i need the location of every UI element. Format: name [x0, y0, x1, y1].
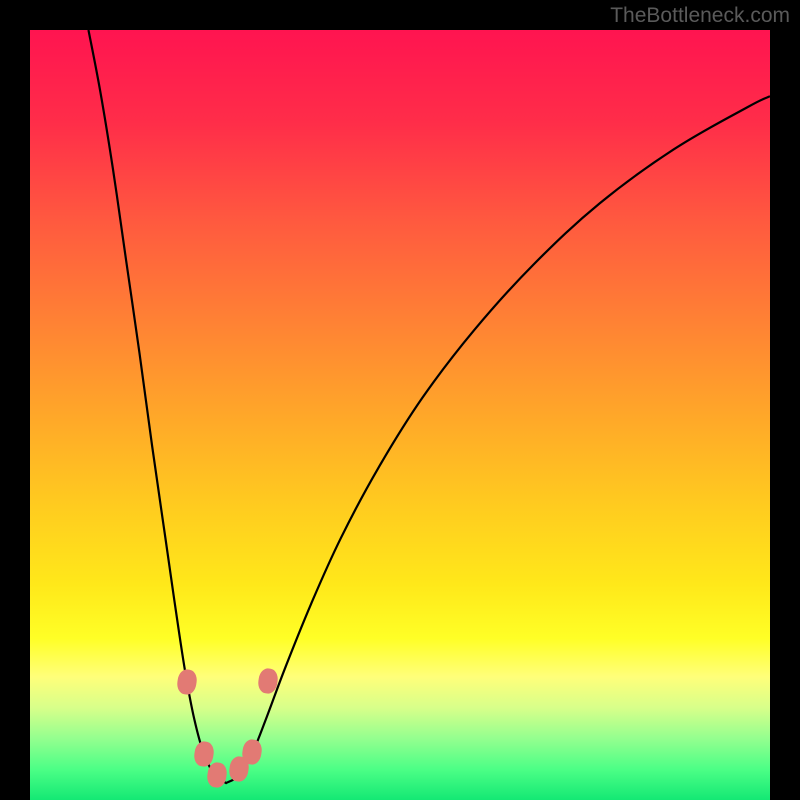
watermark-text: TheBottleneck.com — [610, 4, 790, 28]
bottleneck-curve — [30, 30, 770, 800]
bottleneck-chart — [30, 30, 770, 800]
